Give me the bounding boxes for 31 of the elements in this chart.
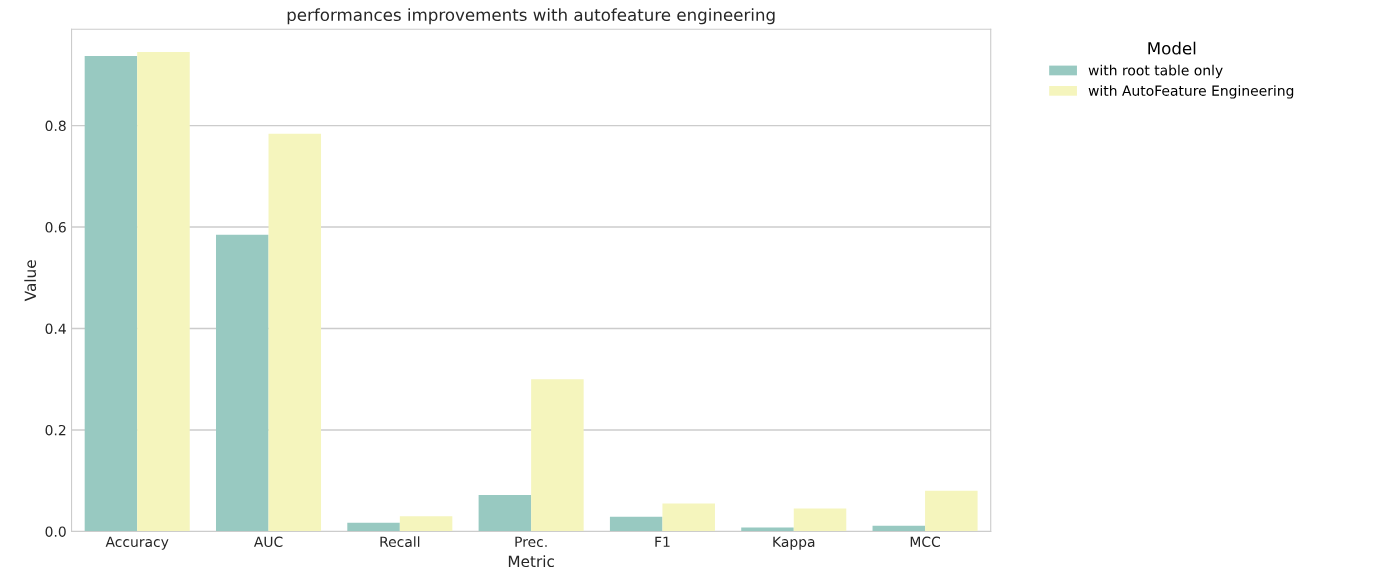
y-axis-title: Value: [24, 260, 37, 302]
x-tick-label: Accuracy: [105, 536, 169, 550]
y-tick-label: 0.2: [45, 424, 66, 436]
legend-title: Model: [1148, 41, 1196, 55]
x-tick-label: Recall: [380, 536, 420, 548]
bar: [137, 52, 190, 532]
x-tick-label: Kappa: [773, 536, 815, 550]
bar: [531, 379, 584, 532]
bar: [84, 56, 138, 532]
chart-title: performances improvements with autofeature engineering: [287, 8, 775, 25]
legend-label: with root table only: [1088, 64, 1223, 79]
y-tick-label: 0.8: [45, 120, 66, 132]
bar: [662, 503, 715, 532]
bar: [347, 522, 400, 532]
bar: [793, 508, 847, 532]
x-tick-label: Prec.: [515, 536, 547, 548]
y-tick-label: 0.4: [45, 323, 66, 334]
y-tick-label: 0.0: [45, 526, 66, 537]
bar: [609, 516, 663, 532]
bar: [215, 234, 269, 532]
x-tick-label: MCC: [910, 536, 940, 548]
legend-label: with AutoFeature Engineering: [1088, 85, 1294, 99]
bar: [925, 490, 978, 532]
bar: [399, 516, 453, 532]
x-tick-label: F1: [655, 536, 670, 547]
y-tick-label: 0.6: [45, 222, 66, 233]
x-tick-label: AUC: [253, 536, 283, 548]
x-axis-title: Metric: [508, 555, 554, 568]
bar: [268, 133, 322, 532]
bar: [741, 527, 794, 532]
bar: [478, 494, 532, 532]
